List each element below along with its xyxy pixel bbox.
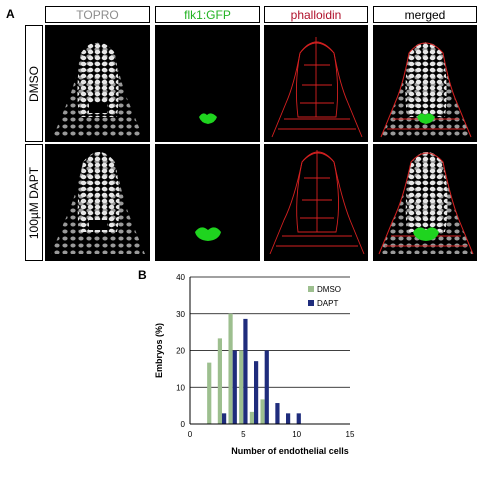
micrograph-dapt-topro bbox=[45, 144, 150, 261]
bar-dapt-6 bbox=[254, 361, 259, 424]
bar-chart: 0 10 20 30 40 0 5 10 15 Embryos (%) Number of en… bbox=[154, 273, 355, 456]
micrograph-dapt-gfp bbox=[155, 144, 260, 261]
column-header-merged: merged bbox=[373, 6, 477, 23]
bar-dmso-4 bbox=[228, 313, 233, 424]
micrograph-dmso-merged bbox=[373, 25, 477, 142]
legend-swatch-dapt bbox=[308, 300, 314, 306]
row-label-dmso: DMSO bbox=[27, 65, 41, 102]
bar-dmso-5 bbox=[239, 350, 244, 424]
micrograph-dapt-merged bbox=[373, 144, 477, 261]
column-header-flk1-gfp: flk1:GFP bbox=[155, 6, 260, 23]
bar-dapt-8 bbox=[275, 403, 280, 424]
y-tick-label-0: 0 bbox=[181, 420, 186, 429]
y-axis-label: Embryos (%) bbox=[154, 323, 164, 378]
bar-dmso-2 bbox=[207, 362, 212, 424]
x-tick-label-0: 0 bbox=[188, 430, 193, 439]
column-label-topro: TOPRO bbox=[76, 8, 119, 22]
row-label-box-dapt: 100µM DAPT bbox=[25, 144, 43, 261]
bar-dapt-7 bbox=[264, 350, 269, 424]
column-header-topro: TOPRO bbox=[45, 6, 150, 23]
bars-layer bbox=[207, 313, 301, 424]
bar-dapt-10 bbox=[296, 413, 301, 424]
column-label-merged: merged bbox=[404, 8, 446, 22]
legend-swatch-dmso bbox=[308, 286, 314, 292]
bar-dmso-3 bbox=[217, 338, 222, 424]
bar-dmso-7 bbox=[260, 399, 265, 424]
micrograph-dmso-phalloidin bbox=[264, 25, 368, 142]
bar-dmso-6 bbox=[249, 411, 254, 424]
y-tick-label-20: 20 bbox=[176, 347, 185, 356]
legend-label-dapt: DAPT bbox=[317, 299, 338, 308]
bar-dapt-3 bbox=[222, 413, 227, 424]
x-tick-label-10: 10 bbox=[292, 430, 301, 439]
legend-label-dmso: DMSO bbox=[317, 285, 341, 294]
micrograph-dmso-topro bbox=[45, 25, 150, 142]
y-tick-label-40: 40 bbox=[176, 273, 185, 282]
column-label-flk1-gfp: flk1:GFP bbox=[184, 8, 231, 22]
y-tick-label-10: 10 bbox=[176, 383, 185, 392]
grid-layer bbox=[190, 276, 350, 388]
panel-a-letter: A bbox=[6, 7, 15, 21]
bar-dapt-4 bbox=[232, 350, 237, 424]
micrograph-dmso-gfp bbox=[155, 25, 260, 142]
column-header-phalloidin: phalloidin bbox=[264, 6, 368, 23]
x-tick-label-5: 5 bbox=[241, 430, 246, 439]
x-axis-label: Number of endothelial cells bbox=[231, 446, 349, 456]
legend: DMSO DAPT bbox=[308, 285, 341, 308]
bar-dapt-9 bbox=[286, 413, 291, 424]
ticks-layer: 0 10 20 30 40 0 5 10 15 bbox=[176, 273, 355, 439]
column-label-phalloidin: phalloidin bbox=[290, 8, 342, 22]
row-label-dapt: 100µM DAPT bbox=[27, 166, 41, 239]
y-tick-label-30: 30 bbox=[176, 310, 185, 319]
micrograph-dapt-phalloidin bbox=[264, 144, 368, 261]
panel-b-letter: B bbox=[138, 268, 147, 282]
bar-dapt-5 bbox=[243, 318, 248, 424]
x-tick-label-15: 15 bbox=[346, 430, 355, 439]
row-label-box-dmso: DMSO bbox=[25, 25, 43, 142]
